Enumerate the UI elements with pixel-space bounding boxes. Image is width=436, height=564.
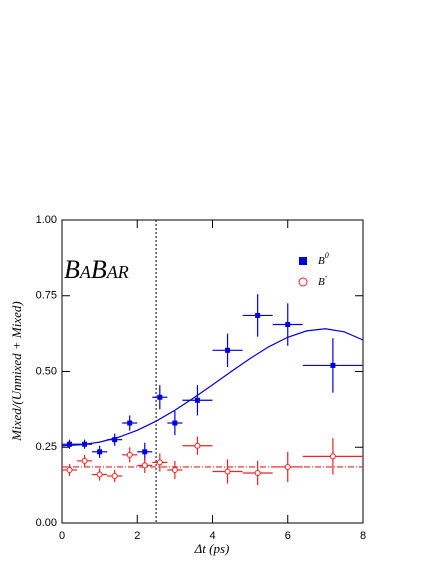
data-point [112, 437, 118, 443]
fit-curve [61, 328, 364, 447]
data-point [225, 347, 231, 353]
data-point [330, 362, 336, 368]
data-point [67, 441, 73, 447]
legend-name: B [318, 255, 325, 267]
legend-sup: - [325, 272, 328, 281]
x-tick-label: 2 [134, 530, 140, 542]
data-point [224, 468, 231, 475]
data-point [97, 449, 103, 455]
data-point [171, 466, 178, 473]
data-point [254, 470, 261, 477]
data-point [157, 394, 163, 400]
x-tick-label: 8 [360, 530, 366, 542]
data-point [81, 457, 88, 464]
y-tick-label: 0.75 [36, 290, 57, 302]
data-point [127, 420, 133, 426]
data-point [66, 466, 73, 473]
x-tick-label: 6 [285, 530, 291, 542]
y-axis-label: Mixed/(Unmixed + Mixed) [9, 301, 24, 441]
y-tick-label: 1.00 [36, 214, 57, 226]
legend-label: B0 [318, 251, 329, 267]
data-point [126, 451, 133, 458]
data-point [96, 471, 103, 478]
data-point [142, 449, 148, 455]
x-tick-label: 4 [209, 530, 215, 542]
data-point [194, 397, 200, 403]
data-point [284, 463, 291, 470]
data-point [82, 441, 88, 447]
y-tick-label: 0.50 [36, 365, 57, 377]
data-point [255, 312, 261, 318]
data-point [156, 459, 163, 466]
data-point [285, 322, 291, 328]
legend-name: B [318, 276, 325, 288]
legend-marker [299, 257, 307, 265]
data-point [329, 453, 336, 460]
legend-label: B- [318, 272, 328, 288]
data-point [194, 442, 201, 449]
data-point [111, 473, 118, 480]
data-point [141, 462, 148, 469]
legend-sup: 0 [325, 251, 329, 260]
x-tick-label: 0 [59, 530, 65, 542]
legend-marker [298, 277, 308, 287]
logo: BaBar [64, 255, 129, 284]
y-tick-label: 0.00 [36, 517, 57, 529]
data-point [172, 420, 178, 426]
y-tick-label: 0.25 [36, 441, 57, 453]
x-axis-label: Δt (ps) [194, 541, 230, 556]
